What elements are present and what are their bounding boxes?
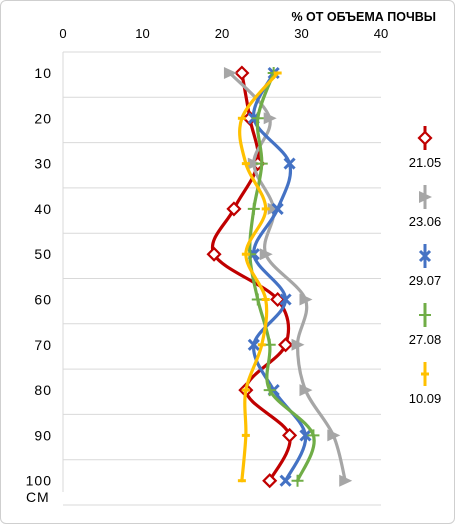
y-tick-label: 30 (34, 156, 52, 172)
data-point (226, 201, 242, 217)
data-point (263, 112, 277, 125)
legend-marker (419, 309, 431, 321)
legend-label: 21.05 (409, 155, 442, 170)
data-point (339, 474, 353, 487)
series-line (248, 71, 316, 483)
legend-item: 23.06 (409, 185, 442, 229)
data-point (283, 157, 296, 170)
series-23.06 (223, 67, 353, 487)
y-tick-label: 80 (34, 382, 52, 398)
legend-item: 10.09 (409, 362, 442, 406)
legend-label: 10.09 (409, 391, 442, 406)
data-point (247, 202, 260, 215)
data-point (267, 202, 281, 215)
legend-label: 23.06 (409, 214, 442, 229)
y-tick-label: 50 (34, 246, 52, 262)
y-axis-title: СМ (26, 489, 50, 505)
x-tick-label: 10 (135, 26, 149, 41)
data-point (279, 293, 292, 306)
series-line (238, 71, 280, 483)
data-point (307, 429, 320, 442)
legend-marker (419, 191, 432, 203)
data-point (279, 474, 292, 487)
y-tick-label: 90 (34, 427, 52, 443)
data-point (223, 67, 237, 79)
data-point (299, 293, 313, 306)
y-tick-label: 60 (34, 292, 52, 308)
x-axis-title: % ОТ ОБЪЕМА ПОЧВЫ (291, 10, 436, 24)
data-point (271, 202, 284, 215)
legend-marker (417, 130, 433, 146)
y-tick-label: 40 (34, 201, 52, 217)
x-tick-label: 30 (294, 26, 308, 41)
y-tick-label: 20 (34, 110, 52, 126)
data-point (234, 65, 250, 81)
data-point (259, 248, 273, 261)
data-point (291, 338, 305, 351)
data-point (262, 473, 278, 489)
x-tick-label: 40 (374, 26, 388, 41)
data-point (255, 157, 268, 170)
legend-label: 27.08 (409, 332, 442, 347)
legend-item: 29.07 (409, 244, 442, 288)
data-point (291, 474, 304, 487)
series-10.09 (237, 71, 282, 483)
data-point (278, 337, 294, 353)
data-point (247, 157, 261, 170)
legend-item: 21.05 (409, 126, 442, 170)
series-line (228, 71, 347, 483)
legend-marker (418, 249, 432, 263)
legend-label: 29.07 (409, 273, 442, 288)
data-point (299, 429, 312, 442)
x-tick-label: 20 (215, 26, 229, 41)
y-tick-label: 100 (26, 473, 52, 489)
data-point (263, 384, 276, 397)
data-point (206, 246, 222, 262)
y-tick-label: 10 (34, 65, 52, 81)
x-tick-label: 0 (59, 26, 66, 41)
series-line (252, 71, 308, 483)
data-point (327, 429, 341, 442)
data-point (251, 112, 264, 125)
data-point (282, 427, 298, 443)
y-tick-label: 70 (34, 337, 52, 353)
data-point (299, 384, 313, 397)
data-point (247, 338, 260, 351)
legend-item: 27.08 (409, 303, 442, 347)
